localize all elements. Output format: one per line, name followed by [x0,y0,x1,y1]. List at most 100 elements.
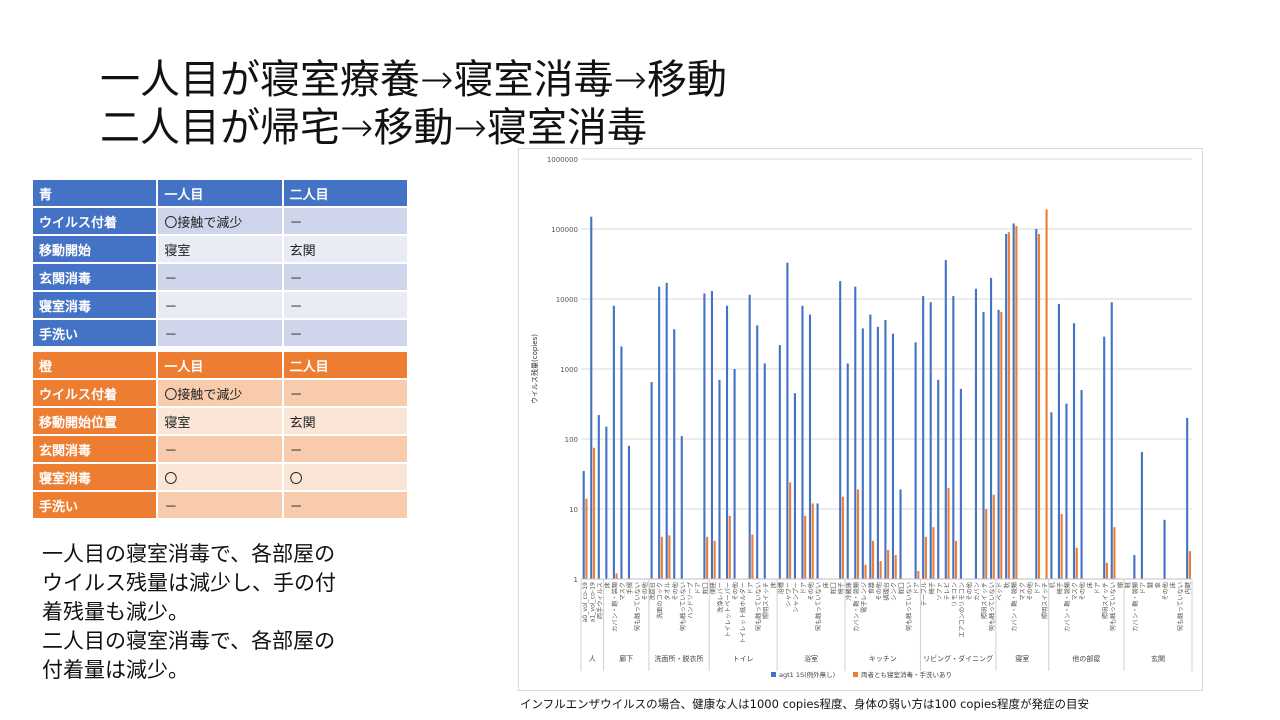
bar-orange [706,536,709,579]
bar-blue [590,216,593,579]
table-cell: － [283,436,409,462]
table-cell: － [283,264,409,290]
bar-orange [872,540,875,579]
x-tick-label: マスク [1072,582,1079,601]
x-tick-label: 洗浄レバー [717,582,725,613]
bar-blue [1035,229,1038,579]
bar-blue [620,346,623,579]
bar-orange [1113,527,1116,579]
bar-blue [1163,519,1166,579]
table-header-row: 青 一人目 二人目 [33,180,409,206]
bar-blue [937,379,940,579]
x-tick-label: ドア [1095,582,1102,594]
x-tick-label: リモコン [951,582,958,607]
bar-orange [1015,226,1018,579]
x-tick-label: 両手ウィルス [596,582,604,619]
x-tick-label: 何も触っていない [815,582,823,631]
bar-blue [605,426,608,579]
bar-orange [660,536,663,579]
title-line-2: 二人目が帰宅→移動→寝室消毒 [100,105,648,151]
bar-blue [929,302,932,579]
x-tick-label: その他 [732,582,740,601]
table-cell: 〇接触で減少 [158,380,284,406]
bar-blue [989,277,993,579]
bar-blue [1133,555,1136,579]
bar-blue [718,379,721,579]
bar-blue [891,333,895,579]
bar-blue [1012,223,1015,579]
table-row: 手洗い － － [33,492,409,518]
bar-blue [1140,452,1143,579]
x-tick-label: 照明スイッチ [763,582,770,619]
bar-blue [801,305,804,579]
row-label: 寝室消毒 [33,464,159,490]
bar-blue [778,345,781,579]
row-label: 手洗い [33,492,159,518]
bar-orange [615,573,618,579]
x-tick-label: 蛇口 [830,582,838,594]
bar-blue [808,314,812,579]
title-line-1: 一人目が寝室療養→寝室消毒→移動 [100,57,728,103]
bar-orange [985,509,988,579]
bar-blue [627,445,631,579]
bar-blue [861,328,864,579]
x-tick-label: 電子レンジ [861,582,868,613]
bar-blue [876,326,879,579]
bar-blue [922,296,925,579]
x-tick-label: 洗面台 [649,582,657,601]
table-header-cell: 一人目 [158,352,284,378]
x-tick-label: ドア [695,582,702,594]
bar-blue [582,470,585,579]
table-row: ウイルス付着 〇接触で減少 － [33,208,409,234]
blue-condition-table: 青 一人目 二人目 ウイルス付着 〇接触で減少 － 移動開始 寝室 玄関 玄関消… [33,178,409,348]
group-label: トイレ [733,655,754,663]
table-cell: － [158,264,284,290]
x-tick-label: その他 [875,582,883,601]
bar-blue [763,363,766,579]
row-label: ウイルス付着 [33,380,159,406]
x-tick-label: その他 [807,582,815,601]
table-cell: － [283,380,409,406]
note-line: ウイルス残量は減少し、手の付 [42,571,336,595]
x-tick-label: シャンプー [793,582,800,613]
x-tick-label: ソファ [936,582,943,601]
table-header-cell: 二人目 [283,352,409,378]
x-tick-label: 何も触っていない [1177,582,1185,631]
x-tick-label: エアコンのリモコン [959,582,966,638]
bar-orange [894,555,897,579]
bar-blue [944,260,947,579]
x-tick-label: ドア [1140,582,1147,594]
legend-label: agt1 1S(例外無し) [779,670,835,679]
x-tick-label: タオル [664,582,672,601]
bar-orange [864,564,867,579]
x-tick-label: 内鍵 [1184,582,1192,594]
bar-blue [748,294,751,579]
x-tick-label: 蛇口 [898,582,906,594]
group-label: 浴室 [804,654,818,663]
table-cell: － [283,292,409,318]
bar-blue [680,436,683,579]
group-label: 寝室 [1015,654,1029,663]
bar-blue [665,282,668,579]
group-label: 玄関 [1151,654,1165,663]
row-label: 移動開始 [33,236,159,262]
group-label: キッチン [869,655,897,663]
table-cell: 〇接触で減少 [158,208,284,234]
x-tick-label: 棚 [1116,582,1124,588]
x-tick-label: テーブル [920,582,928,606]
bar-orange [585,498,588,579]
x-tick-label: 何も触っていない [988,582,996,631]
x-tick-label: 床 [603,582,611,588]
row-label: 手洗い [33,320,159,346]
bar-orange [1105,562,1108,579]
slide-title: 一人目が寝室療養→寝室消毒→移動 二人目が帰宅→移動→寝室消毒 [100,56,727,152]
bar-blue [597,415,600,579]
bar-blue [854,286,857,579]
bar-orange [932,527,935,579]
table-cell: － [158,320,284,346]
note-line: 付着量は減少。 [42,658,189,682]
bar-blue [1065,403,1068,579]
x-tick-label: トイレット紙ホルダー [739,582,747,644]
bar-orange [1000,312,1003,579]
x-tick-label: 照明スイッチ [1042,582,1049,619]
